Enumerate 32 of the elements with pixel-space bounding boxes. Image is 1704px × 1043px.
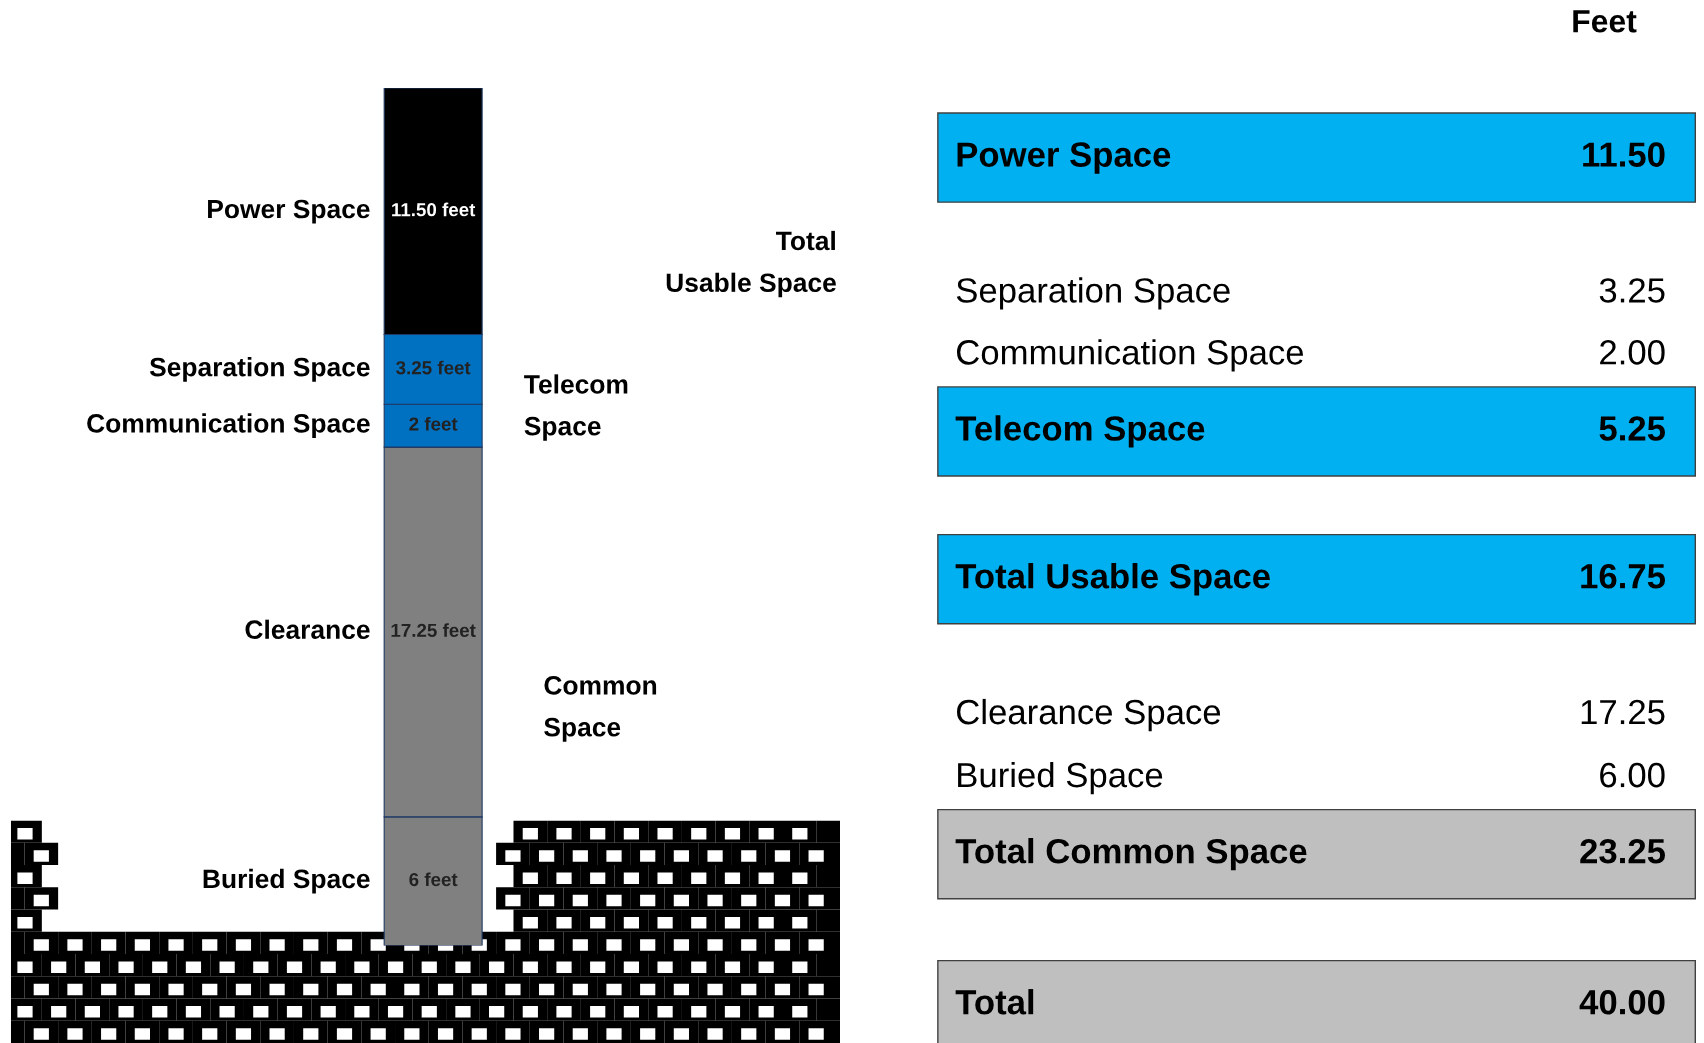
text: 5.25 — [1599, 416, 1665, 441]
text: 2.00 — [1600, 340, 1665, 365]
text: 16.75 — [1581, 563, 1666, 589]
text: 6.00 — [1600, 762, 1665, 788]
data-label: 6 feet — [409, 872, 458, 887]
category-label: Power Space — [957, 142, 1171, 174]
text: 17.25 — [1581, 699, 1665, 725]
category-label: Total — [955, 989, 1034, 1015]
data-label: 3.25 feet — [396, 360, 471, 375]
category-label: Total Common Space — [955, 837, 1307, 871]
category-label: Separation Space — [956, 277, 1230, 310]
series-label: Clearance — [245, 619, 370, 640]
text: Telecom Space — [524, 374, 628, 441]
text: Common Space — [544, 676, 657, 742]
series-label: Power Space — [208, 199, 370, 224]
text: 40.00 — [1579, 989, 1665, 1015]
text: Total Usable Space — [666, 230, 836, 298]
category-label: Total Usable Space — [955, 563, 1270, 596]
series-label: Separation Space — [149, 357, 370, 382]
category-label: Clearance Space — [957, 698, 1221, 732]
category-label: Buried Space — [958, 761, 1163, 795]
series-label: Buried Space — [203, 868, 370, 894]
data-label: 11.50 feet — [392, 202, 476, 217]
text: Feet — [1573, 10, 1637, 33]
text: 3.25 — [1599, 278, 1665, 303]
text: 11.50 — [1583, 142, 1665, 167]
category-label: Telecom Space — [955, 415, 1205, 448]
data-label: 2 feet — [409, 416, 458, 431]
data-label: 17.25 feet — [391, 623, 476, 637]
series-label: Communication Space — [87, 413, 370, 438]
category-label: Communication Space — [957, 339, 1304, 372]
text: 23.25 — [1580, 838, 1666, 864]
